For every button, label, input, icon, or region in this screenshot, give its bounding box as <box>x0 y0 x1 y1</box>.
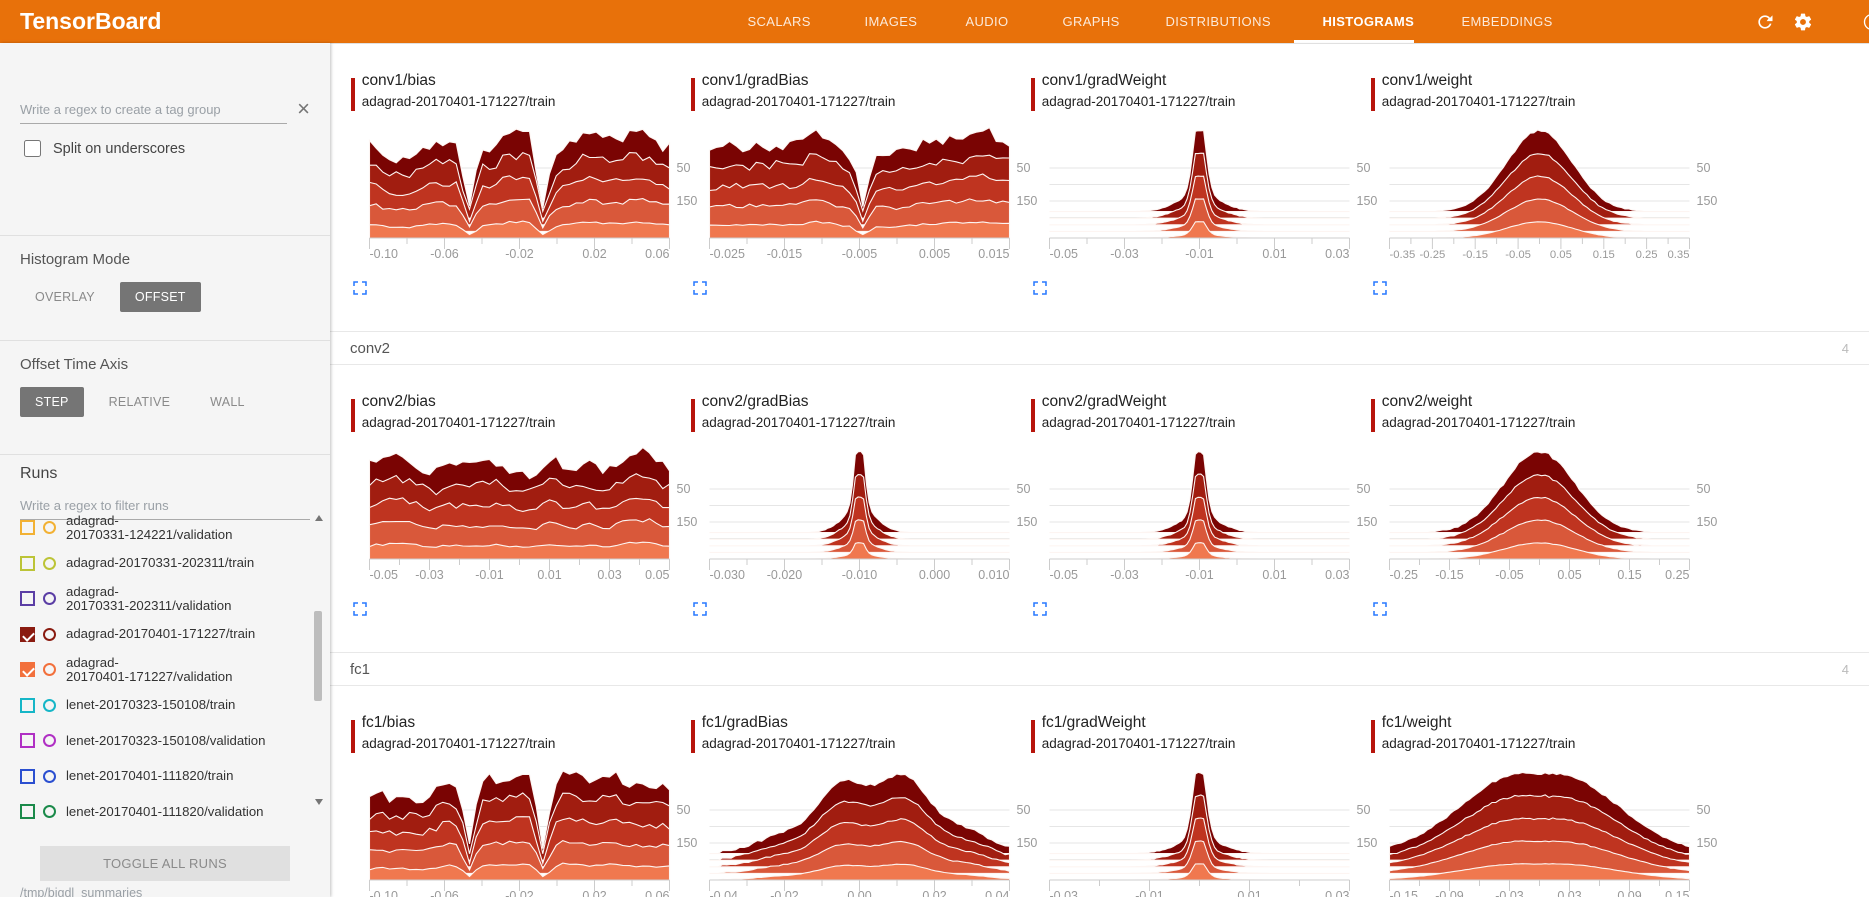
svg-text:50: 50 <box>1696 803 1710 817</box>
svg-text:-0.06: -0.06 <box>430 889 459 897</box>
svg-text:-0.15: -0.15 <box>1389 889 1418 897</box>
svg-text:0.010: 0.010 <box>978 568 1009 582</box>
svg-text:-0.09: -0.09 <box>1435 889 1464 897</box>
svg-text:-0.05: -0.05 <box>1049 247 1078 261</box>
svg-text:-0.25: -0.25 <box>1419 249 1445 261</box>
svg-text:-0.15: -0.15 <box>1462 249 1488 261</box>
svg-text:50: 50 <box>1356 161 1370 175</box>
svg-text:-0.05: -0.05 <box>369 568 398 582</box>
svg-text:0.04: 0.04 <box>985 889 1009 897</box>
svg-text:50: 50 <box>1356 482 1370 496</box>
svg-text:-0.05: -0.05 <box>1495 568 1524 582</box>
svg-text:0.03: 0.03 <box>1325 568 1349 582</box>
svg-text:0.015: 0.015 <box>978 247 1009 261</box>
svg-text:-0.10: -0.10 <box>369 889 398 897</box>
svg-text:-0.04: -0.04 <box>709 889 738 897</box>
svg-text:-0.025: -0.025 <box>709 247 744 261</box>
svg-text:-0.010: -0.010 <box>841 568 876 582</box>
svg-text:-0.01: -0.01 <box>1185 247 1214 261</box>
svg-text:-0.02: -0.02 <box>770 889 799 897</box>
svg-text:50: 50 <box>1696 161 1710 175</box>
svg-text:0.05: 0.05 <box>1550 249 1572 261</box>
svg-text:-0.35: -0.35 <box>1389 249 1415 261</box>
svg-text:-0.03: -0.03 <box>1110 568 1139 582</box>
svg-text:-0.03: -0.03 <box>415 568 444 582</box>
svg-text:-0.01: -0.01 <box>475 568 504 582</box>
svg-text:50: 50 <box>676 161 690 175</box>
svg-text:-0.05: -0.05 <box>1505 249 1531 261</box>
svg-text:-0.03: -0.03 <box>1049 889 1078 897</box>
svg-text:0.01: 0.01 <box>1237 889 1261 897</box>
svg-text:50: 50 <box>1696 482 1710 496</box>
svg-text:0.03: 0.03 <box>597 568 621 582</box>
svg-text:50: 50 <box>1016 803 1030 817</box>
svg-text:0.03: 0.03 <box>1325 889 1349 897</box>
svg-text:-0.01: -0.01 <box>1185 568 1214 582</box>
svg-text:0.01: 0.01 <box>537 568 561 582</box>
svg-text:150: 150 <box>1696 194 1717 208</box>
svg-text:-0.005: -0.005 <box>841 247 876 261</box>
svg-text:50: 50 <box>676 803 690 817</box>
svg-text:0.05: 0.05 <box>645 568 669 582</box>
svg-text:50: 50 <box>1016 482 1030 496</box>
svg-text:50: 50 <box>676 482 690 496</box>
svg-text:-0.02: -0.02 <box>505 247 534 261</box>
svg-text:0.05: 0.05 <box>1557 568 1581 582</box>
svg-text:0.15: 0.15 <box>1592 249 1614 261</box>
svg-text:-0.06: -0.06 <box>430 247 459 261</box>
svg-text:-0.03: -0.03 <box>1110 247 1139 261</box>
svg-text:0.000: 0.000 <box>919 568 950 582</box>
svg-text:0.02: 0.02 <box>582 889 606 897</box>
svg-text:0.06: 0.06 <box>645 889 669 897</box>
svg-text:50: 50 <box>1356 803 1370 817</box>
svg-text:-0.15: -0.15 <box>1435 568 1464 582</box>
svg-text:-0.01: -0.01 <box>1135 889 1164 897</box>
svg-text:0.01: 0.01 <box>1262 247 1286 261</box>
svg-text:50: 50 <box>1016 161 1030 175</box>
svg-text:0.03: 0.03 <box>1325 247 1349 261</box>
svg-text:-0.02: -0.02 <box>505 889 534 897</box>
svg-text:150: 150 <box>1696 515 1717 529</box>
svg-text:-0.030: -0.030 <box>709 568 744 582</box>
svg-text:0.15: 0.15 <box>1617 568 1641 582</box>
svg-text:-0.020: -0.020 <box>766 568 801 582</box>
svg-text:0.02: 0.02 <box>922 889 946 897</box>
svg-text:-0.015: -0.015 <box>766 247 801 261</box>
svg-text:0.35: 0.35 <box>1667 249 1689 261</box>
svg-text:0.25: 0.25 <box>1635 249 1657 261</box>
svg-text:150: 150 <box>1696 836 1717 850</box>
svg-text:0.15: 0.15 <box>1665 889 1689 897</box>
svg-text:0.01: 0.01 <box>1262 568 1286 582</box>
svg-text:-0.03: -0.03 <box>1495 889 1524 897</box>
svg-text:-0.10: -0.10 <box>369 247 398 261</box>
svg-text:0.005: 0.005 <box>919 247 950 261</box>
svg-text:0.25: 0.25 <box>1665 568 1689 582</box>
svg-text:0.02: 0.02 <box>582 247 606 261</box>
svg-text:0.09: 0.09 <box>1617 889 1641 897</box>
svg-text:-0.25: -0.25 <box>1389 568 1418 582</box>
svg-text:0.00: 0.00 <box>847 889 871 897</box>
svg-text:0.03: 0.03 <box>1557 889 1581 897</box>
svg-text:-0.05: -0.05 <box>1049 568 1078 582</box>
svg-text:0.06: 0.06 <box>645 247 669 261</box>
